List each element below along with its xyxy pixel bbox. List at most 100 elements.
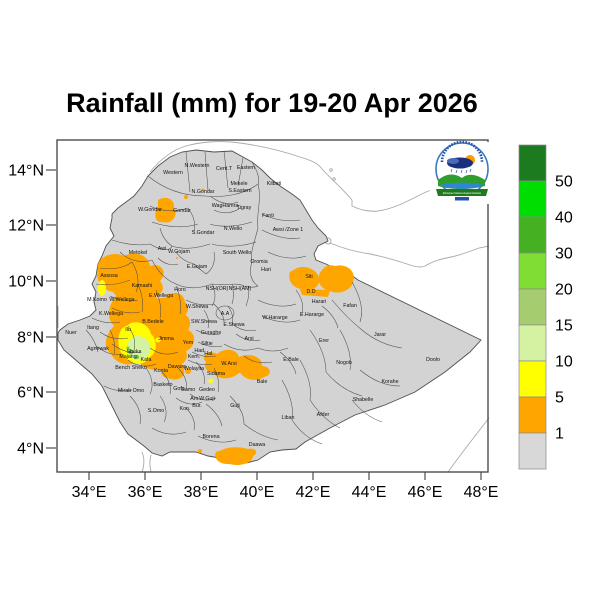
ethiopia-boundary xyxy=(57,149,482,464)
region-label: Oromia xyxy=(250,259,267,265)
region-label: S.Gondar xyxy=(192,230,215,236)
region-label: S.Eastern xyxy=(228,188,251,194)
region-label: Arsi xyxy=(244,336,253,342)
plot-frame xyxy=(56,139,489,473)
region-label: Am. xyxy=(190,396,199,402)
rain-icon xyxy=(450,168,472,174)
legend-cell xyxy=(518,144,547,182)
logo-banner-text: Ethiopian Meteorological Institute xyxy=(443,191,482,195)
rainfall-patch xyxy=(98,280,106,296)
rainfall-patch xyxy=(127,335,151,361)
region-label: Tigray xyxy=(237,205,252,211)
legend-value: 20 xyxy=(555,282,573,299)
region-label: SW.Shewa xyxy=(191,319,217,325)
water-icon xyxy=(440,182,484,189)
rainfall-patch xyxy=(307,268,311,272)
cloud-highlight xyxy=(447,158,459,164)
country-outlines xyxy=(57,141,491,473)
region-label: B.Bedele xyxy=(142,319,164,325)
region-label: Metokel xyxy=(129,250,148,256)
rainfall-patch xyxy=(210,380,214,384)
region-label: Wolayita xyxy=(184,366,204,372)
region-label: Siltie xyxy=(201,341,213,347)
colorbar-legend: 50 40 30 20 15 10 5 1 xyxy=(518,144,573,470)
region-label: Had. xyxy=(194,348,205,354)
region-label: Bur. xyxy=(192,403,201,409)
region-label: Horo xyxy=(174,287,186,293)
region-label: Nuer xyxy=(65,330,77,336)
region-label: Gamo xyxy=(181,387,195,393)
region-label: K.Wellega xyxy=(99,311,123,317)
region-label: Majang xyxy=(119,354,136,360)
legend-value: 40 xyxy=(555,210,573,227)
rainfall-patch xyxy=(97,253,164,301)
region-label: Western xyxy=(163,170,183,176)
legend-cell xyxy=(518,252,547,290)
region-label: E.Gojam xyxy=(187,264,208,270)
legend-cell xyxy=(518,360,547,398)
rainfall-patch xyxy=(176,257,178,259)
x-tick-label: 48°E xyxy=(464,484,499,501)
rainfall-patch xyxy=(160,359,185,380)
region-label: Yem xyxy=(183,340,194,346)
rainfall-patch xyxy=(184,195,188,199)
rainfall-patch xyxy=(155,197,176,223)
region-label: N.Gondar xyxy=(192,189,215,195)
region-label: Gofa xyxy=(173,386,185,392)
rainfall-patch xyxy=(300,289,330,297)
legend-cell xyxy=(518,216,547,254)
rainfall-patch xyxy=(318,265,354,293)
y-tick-label: 8°N xyxy=(17,330,44,347)
region-label: Korahe xyxy=(381,379,398,385)
region-label: Liban xyxy=(282,415,295,421)
y-axis: 14°N 12°N 10°N 8°N 6°N 4°N xyxy=(8,163,56,458)
rainfall-patch xyxy=(128,349,134,355)
region-label: Kon. xyxy=(180,406,191,412)
region-label: Konta xyxy=(154,368,168,374)
region-label: N.Wello xyxy=(224,226,243,232)
region-label: Borena xyxy=(202,434,219,440)
institute-logo: Ethiopian Meteorological Institute xyxy=(430,140,496,204)
y-tick-label: 4°N xyxy=(17,441,44,458)
region-label: Agnewak xyxy=(87,346,109,352)
region-label: Sidama xyxy=(207,371,225,377)
region-label: Sheka xyxy=(126,349,141,355)
rainfall-patch xyxy=(198,449,202,453)
region-label: Gedeo xyxy=(199,387,215,393)
region-label: Assosa xyxy=(100,273,117,279)
region-label: Dawuro xyxy=(168,364,186,370)
region-label: Guraghe xyxy=(201,330,222,336)
rainfall-patch xyxy=(126,346,130,350)
rainfall-patch xyxy=(166,292,189,318)
region-label: Mekele xyxy=(230,181,247,187)
rainfall-patches xyxy=(97,188,354,466)
region-label: Kilbati xyxy=(267,181,281,187)
region-label: NSH(OR) xyxy=(206,286,229,292)
rainfall-patch xyxy=(179,374,183,378)
region-label: Siti xyxy=(305,274,312,280)
y-tick-label: 14°N xyxy=(8,163,44,180)
region-label: Hal. xyxy=(204,351,213,357)
region-label: Bench Sheko xyxy=(115,365,147,371)
region-label: Mirab Omo xyxy=(118,388,144,394)
region-label: Kem. xyxy=(188,354,200,360)
rainfall-patch xyxy=(185,368,191,374)
region-label: Kafa xyxy=(141,357,152,363)
region-label: Hari xyxy=(261,267,271,273)
legend-value: 5 xyxy=(555,390,564,407)
x-tick-label: 34°E xyxy=(72,484,107,501)
x-tick-label: 44°E xyxy=(352,484,387,501)
region-label: Eastern xyxy=(237,165,255,171)
region-label: Fafan xyxy=(343,303,357,309)
x-tick-label: 38°E xyxy=(184,484,219,501)
rainfall-patch xyxy=(215,447,257,466)
region-label: Ilu xyxy=(125,327,131,333)
region-label: Basketo xyxy=(153,382,172,388)
region-label: Shabelle xyxy=(353,397,374,403)
y-tick-label: 6°N xyxy=(17,385,44,402)
region-label: D.D xyxy=(306,289,315,295)
x-tick-label: 36°E xyxy=(128,484,163,501)
region-label: E.Bale xyxy=(283,357,299,363)
